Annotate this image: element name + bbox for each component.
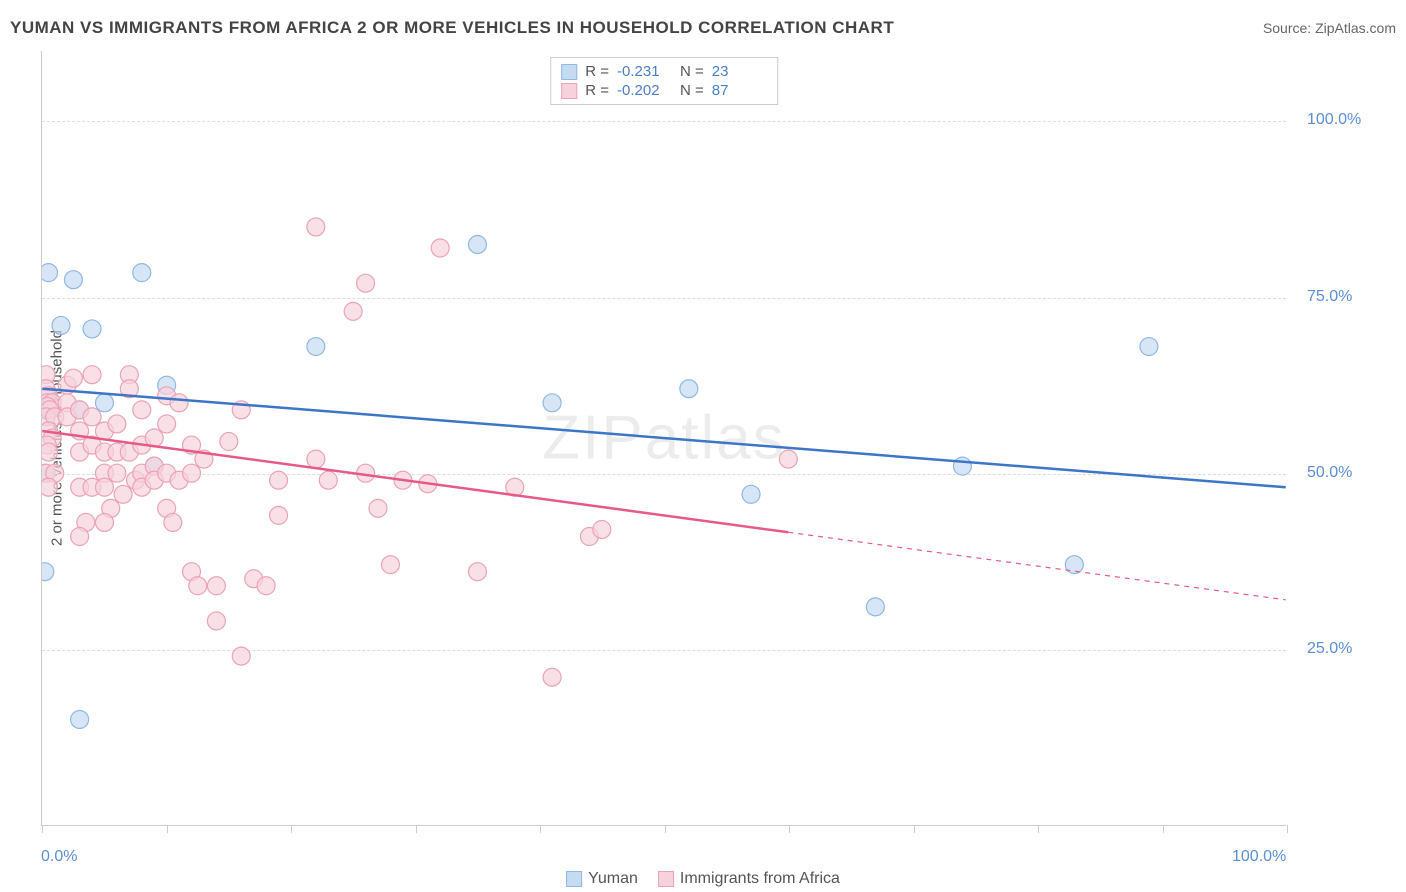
- data-point: [164, 513, 182, 531]
- xtick-mark: [914, 825, 915, 833]
- series-legend: Yuman Immigrants from Africa: [566, 870, 840, 888]
- plot-area: 2 or more Vehicles in Household ZIPatlas…: [41, 51, 1286, 826]
- data-point: [42, 264, 58, 282]
- legend-label: Yuman: [588, 870, 638, 888]
- correlation-legend-row: R = -0.231 N = 23: [561, 62, 767, 81]
- r-value: -0.202: [617, 82, 672, 99]
- ytick-label: 50.0%: [1307, 464, 1352, 482]
- legend-swatch-yuman: [561, 64, 577, 80]
- data-point: [71, 528, 89, 546]
- xtick-mark: [1287, 825, 1288, 833]
- data-point: [95, 513, 113, 531]
- data-point: [108, 415, 126, 433]
- data-point: [42, 443, 58, 461]
- n-label: N =: [680, 63, 704, 80]
- data-point: [71, 710, 89, 728]
- xtick-mark: [540, 825, 541, 833]
- correlation-legend-row: R = -0.202 N = 87: [561, 81, 767, 100]
- xtick-mark: [416, 825, 417, 833]
- n-value: 87: [712, 82, 767, 99]
- data-point: [95, 394, 113, 412]
- data-point: [83, 366, 101, 384]
- data-point: [207, 612, 225, 630]
- data-point: [381, 556, 399, 574]
- data-point: [779, 450, 797, 468]
- data-point: [133, 401, 151, 419]
- r-label: R =: [585, 63, 609, 80]
- legend-swatch-africa: [658, 871, 674, 887]
- data-point: [866, 598, 884, 616]
- chart-header: YUMAN VS IMMIGRANTS FROM AFRICA 2 OR MOR…: [10, 18, 1396, 38]
- data-point: [232, 647, 250, 665]
- data-point: [1065, 556, 1083, 574]
- correlation-legend: R = -0.231 N = 23 R = -0.202 N = 87: [550, 57, 778, 105]
- xtick-mark: [42, 825, 43, 833]
- data-point: [52, 316, 70, 334]
- data-point: [133, 264, 151, 282]
- data-point: [207, 577, 225, 595]
- xtick-mark: [789, 825, 790, 833]
- data-point: [42, 478, 58, 496]
- data-point: [431, 239, 449, 257]
- data-point: [108, 464, 126, 482]
- ytick-label: 25.0%: [1307, 640, 1352, 658]
- data-point: [95, 478, 113, 496]
- data-point: [83, 408, 101, 426]
- data-point: [1140, 338, 1158, 356]
- xtick-mark: [291, 825, 292, 833]
- legend-swatch-yuman: [566, 871, 582, 887]
- data-point: [64, 271, 82, 289]
- data-point: [114, 485, 132, 503]
- data-point: [257, 577, 275, 595]
- regression-line-extrapolated: [788, 532, 1285, 600]
- xtick-mark: [1038, 825, 1039, 833]
- data-point: [307, 338, 325, 356]
- data-point: [543, 668, 561, 686]
- n-label: N =: [680, 82, 704, 99]
- data-point: [158, 415, 176, 433]
- xtick-mark: [167, 825, 168, 833]
- r-value: -0.231: [617, 63, 672, 80]
- data-point: [270, 506, 288, 524]
- data-point: [319, 471, 337, 489]
- data-point: [270, 471, 288, 489]
- chart-source: Source: ZipAtlas.com: [1263, 20, 1396, 36]
- data-point: [469, 563, 487, 581]
- xtick-mark: [1163, 825, 1164, 833]
- data-point: [307, 218, 325, 236]
- legend-swatch-africa: [561, 83, 577, 99]
- data-point: [742, 485, 760, 503]
- ytick-label: 100.0%: [1307, 111, 1361, 129]
- data-point: [189, 577, 207, 595]
- data-point: [357, 274, 375, 292]
- data-point: [344, 302, 362, 320]
- n-value: 23: [712, 63, 767, 80]
- xtick-label: 100.0%: [1232, 848, 1286, 866]
- ytick-label: 75.0%: [1307, 288, 1352, 306]
- r-label: R =: [585, 82, 609, 99]
- data-point: [183, 464, 201, 482]
- data-point: [593, 520, 611, 538]
- xtick-mark: [665, 825, 666, 833]
- data-point: [220, 433, 238, 451]
- legend-item-yuman: Yuman: [566, 870, 638, 888]
- data-point: [42, 563, 54, 581]
- data-point: [83, 320, 101, 338]
- data-point: [680, 380, 698, 398]
- chart-title: YUMAN VS IMMIGRANTS FROM AFRICA 2 OR MOR…: [10, 18, 894, 38]
- data-point: [170, 394, 188, 412]
- data-point: [543, 394, 561, 412]
- data-point: [307, 450, 325, 468]
- data-point: [64, 369, 82, 387]
- data-point: [953, 457, 971, 475]
- scatter-svg: [42, 51, 1286, 825]
- legend-label: Immigrants from Africa: [680, 870, 840, 888]
- data-point: [369, 499, 387, 517]
- legend-item-africa: Immigrants from Africa: [658, 870, 840, 888]
- xtick-label: 0.0%: [41, 848, 77, 866]
- data-point: [469, 236, 487, 254]
